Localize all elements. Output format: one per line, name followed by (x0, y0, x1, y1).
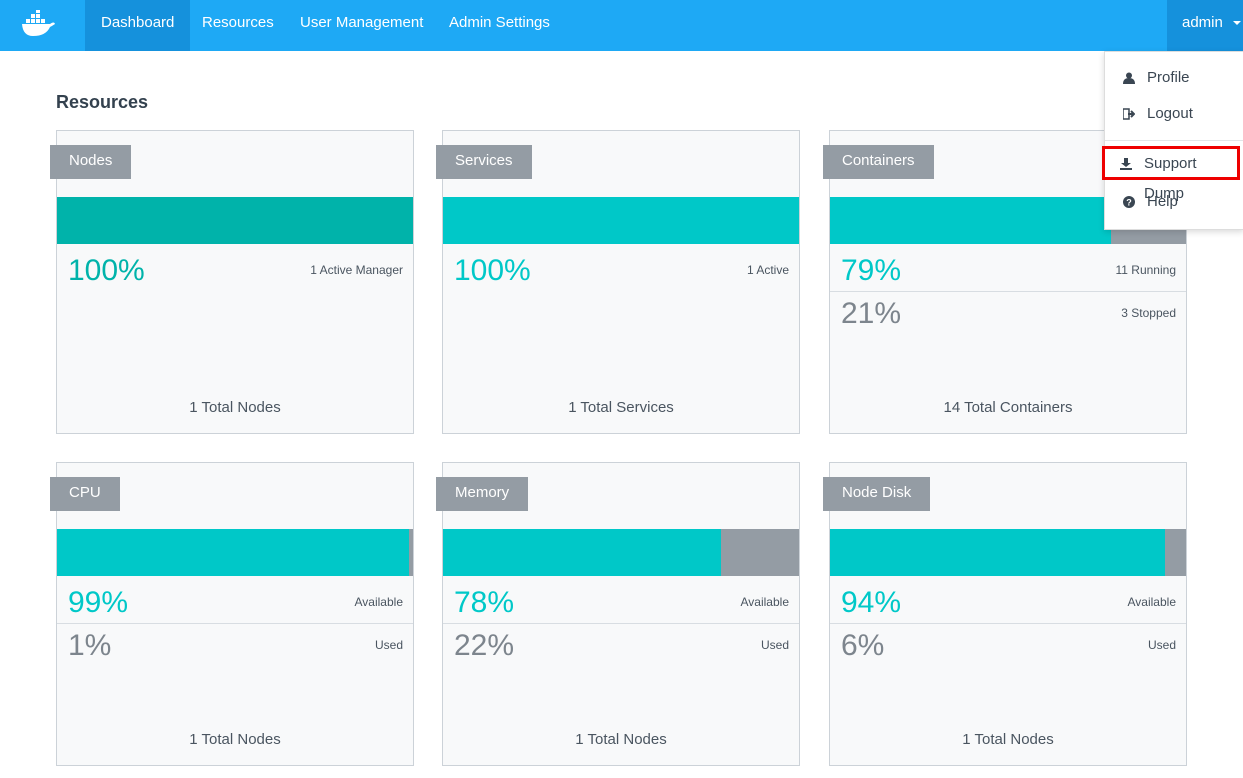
menu-label: Profile (1147, 69, 1190, 86)
card-footer: 1 Total Services (568, 399, 674, 416)
card: Nodes 100% 1 Active Manager 1 Total Nodes (50, 130, 414, 434)
caret (1233, 21, 1241, 25)
menu-item[interactable]: Logout (1105, 96, 1243, 132)
bar-secondary (1164, 529, 1186, 576)
menu-label: Support Dump (1144, 155, 1197, 202)
primary-percent: 99% (68, 586, 129, 619)
card-footer: 14 Total Containers (943, 399, 1073, 416)
menu-label: Help (1147, 193, 1178, 210)
card-footer: 1 Total Nodes (962, 731, 1054, 748)
card-footer: 1 Total Nodes (575, 731, 667, 748)
card: CPU 99% Available 1% Used 1 Total Nodes (50, 462, 414, 766)
logo[interactable] (20, 10, 56, 38)
secondary-percent: 22% (454, 629, 515, 662)
secondary-percent: 6% (841, 629, 885, 662)
menu-item[interactable]: Profile (1105, 60, 1243, 96)
primary-percent: 79% (841, 254, 902, 287)
secondary-caption: 3 Stopped (1121, 306, 1176, 320)
user-name: admin (1182, 14, 1223, 31)
user-button[interactable]: admin (1167, 0, 1243, 51)
card: Memory 78% Available 22% Used 1 Total Nodes (436, 462, 800, 766)
card-title: Memory (436, 477, 529, 511)
primary-percent: 94% (841, 586, 902, 619)
menu-icon (1123, 72, 1135, 84)
primary-caption: 1 Active (746, 263, 789, 277)
bar-secondary (409, 529, 413, 576)
menu-item[interactable]: Support Dump (1102, 146, 1240, 202)
primary-caption: Available (1127, 595, 1176, 609)
secondary-caption: Used (374, 638, 403, 652)
nav-item[interactable]: Dashboard (85, 0, 191, 51)
menu-label: Logout (1147, 105, 1193, 122)
primary-caption: 1 Active Manager (310, 263, 403, 277)
bar-secondary (720, 529, 799, 576)
card-footer: 1 Total Nodes (189, 399, 281, 416)
primary-percent: 78% (454, 586, 515, 619)
secondary-caption: Used (760, 638, 789, 652)
secondary-percent: 1% (68, 629, 112, 662)
nav-item[interactable]: User Management (300, 14, 424, 31)
card-title: CPU (50, 477, 120, 511)
menu-divider (1105, 140, 1243, 141)
svg-text:?: ? (1126, 198, 1132, 208)
secondary-caption: Used (1147, 638, 1176, 652)
nav-item[interactable]: Resources (202, 14, 274, 31)
card: Node Disk 94% Available 6% Used 1 Total Nodes (823, 462, 1187, 766)
bar-primary (443, 197, 799, 244)
primary-percent: 100% (68, 254, 145, 287)
navbar: admin Dashboard Resources User Management A… (0, 0, 1243, 51)
row-divider (830, 623, 1186, 624)
primary-percent: 100% (454, 254, 531, 287)
primary-caption: Available (354, 595, 403, 609)
menu-item[interactable]: ? Help (1105, 184, 1243, 220)
primary-caption: 11 Running (1115, 263, 1177, 277)
card-title: Containers (823, 145, 934, 179)
menu-icon (1120, 158, 1132, 170)
menu-icon (1123, 108, 1135, 120)
row-divider (57, 623, 413, 624)
bar-primary (57, 197, 413, 244)
primary-caption: Available (740, 595, 789, 609)
bar-primary (443, 529, 721, 576)
row-divider (443, 623, 799, 624)
nav-item[interactable]: Admin Settings (449, 14, 550, 31)
card-footer: 1 Total Nodes (189, 731, 281, 748)
bar-primary (57, 529, 410, 576)
card: Services 100% 1 Active 1 Total Services (436, 130, 800, 434)
user-menu: Profile Logout Support Dump? Help (1102, 51, 1243, 230)
card-title: Node Disk (823, 477, 931, 511)
heading: Resources (56, 92, 149, 112)
bar-primary (830, 529, 1165, 576)
card-title: Nodes (50, 145, 132, 179)
secondary-percent: 21% (841, 297, 902, 330)
menu-icon: ? (1123, 196, 1135, 208)
bar-primary (830, 197, 1112, 244)
card-title: Services (436, 145, 532, 179)
row-divider (830, 291, 1186, 292)
